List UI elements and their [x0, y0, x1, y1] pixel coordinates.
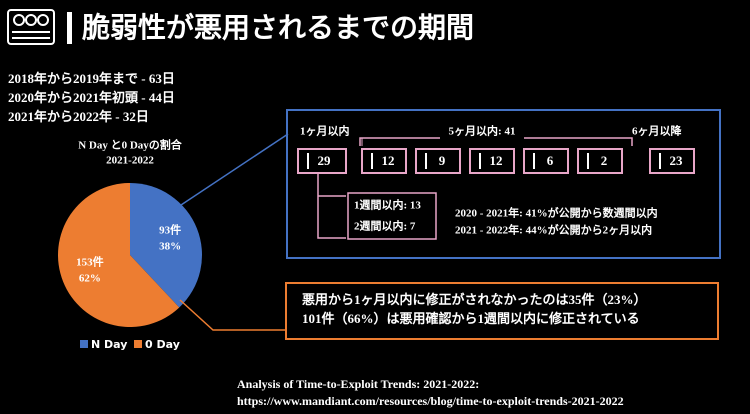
- count-box: [469, 148, 515, 174]
- summary-line: 2018年から2019年まで - 63日: [8, 71, 175, 86]
- count-value: 23: [670, 153, 684, 168]
- pie-slice: [130, 183, 203, 308]
- count-box: [415, 148, 461, 174]
- timeline: 1ヶ月以内 5ヶ月以内: 41 6ヶ月以降 29 12 9 12 6 2 23 1週間以内: 13 2…: [297, 124, 695, 240]
- pie: 93件 38% 153件 62% N Day 0 Day: [58, 183, 203, 351]
- title-bar: [67, 12, 72, 44]
- highlight-line: 悪用から1ヶ月以内に修正がされなかったのは35件（23%）: [302, 292, 647, 307]
- connector: [179, 299, 286, 331]
- timeline-label: 6ヶ月以降: [632, 124, 682, 138]
- timeline-label: 1ヶ月以内: [300, 124, 350, 138]
- source-line: https://www.mandiant.com/resources/blog/…: [237, 394, 624, 408]
- legend-swatch: [80, 340, 88, 348]
- highlight-line: 101件（66%）は悪用確認から1週間以内に修正されている: [302, 311, 640, 326]
- count-box: [577, 148, 623, 174]
- slide-title: 脆弱性が悪用されるまでの期間: [81, 11, 474, 44]
- count-value: 12: [382, 153, 395, 168]
- summary-line: 2020年から2021年初頭 - 44日: [8, 90, 175, 105]
- count-box: [361, 148, 407, 174]
- slice-label: 62%: [79, 272, 101, 284]
- source-line: Analysis of Time-to-Exploit Trends: 2021…: [237, 377, 479, 391]
- trend-note: 2021 - 2022年: 44%が公開から2ヶ月以内: [455, 223, 652, 237]
- count-value: 12: [490, 153, 503, 168]
- highlight-box: [285, 282, 719, 340]
- slice-count: 153件: [76, 254, 104, 268]
- count-value: 6: [547, 153, 554, 168]
- bracket: [359, 137, 633, 146]
- legend-label: N Day: [91, 338, 127, 351]
- count-value: 29: [318, 153, 332, 168]
- slice-count: 93件: [159, 223, 181, 237]
- timeline-box: [286, 109, 721, 259]
- count-box: [297, 148, 347, 174]
- legend-label: 0 Day: [145, 338, 180, 351]
- summary-line: 2021年から2022年 - 32日: [8, 109, 149, 124]
- timeline-label: 5ヶ月以内: 41: [449, 124, 516, 138]
- count-value: 2: [601, 153, 608, 168]
- count-value: 9: [439, 153, 446, 168]
- chart-subtitle: 2021-2022: [106, 155, 154, 167]
- week-bracket: [317, 173, 346, 239]
- count-box: [649, 148, 695, 174]
- chart-title: N Day と0 Dayの割合: [78, 138, 183, 152]
- week-note: 2週間以内: 7: [354, 219, 416, 233]
- week-box: [347, 192, 437, 240]
- connector: [177, 133, 289, 208]
- trend-note: 2020 - 2021年: 41%が公開から数週間以内: [455, 206, 658, 220]
- slice-label: 38%: [159, 241, 181, 253]
- week-note: 1週間以内: 13: [354, 198, 421, 212]
- legend-swatch: [134, 340, 142, 348]
- count-box: [523, 148, 569, 174]
- icon: [7, 9, 55, 45]
- pie-slice: [58, 183, 180, 328]
